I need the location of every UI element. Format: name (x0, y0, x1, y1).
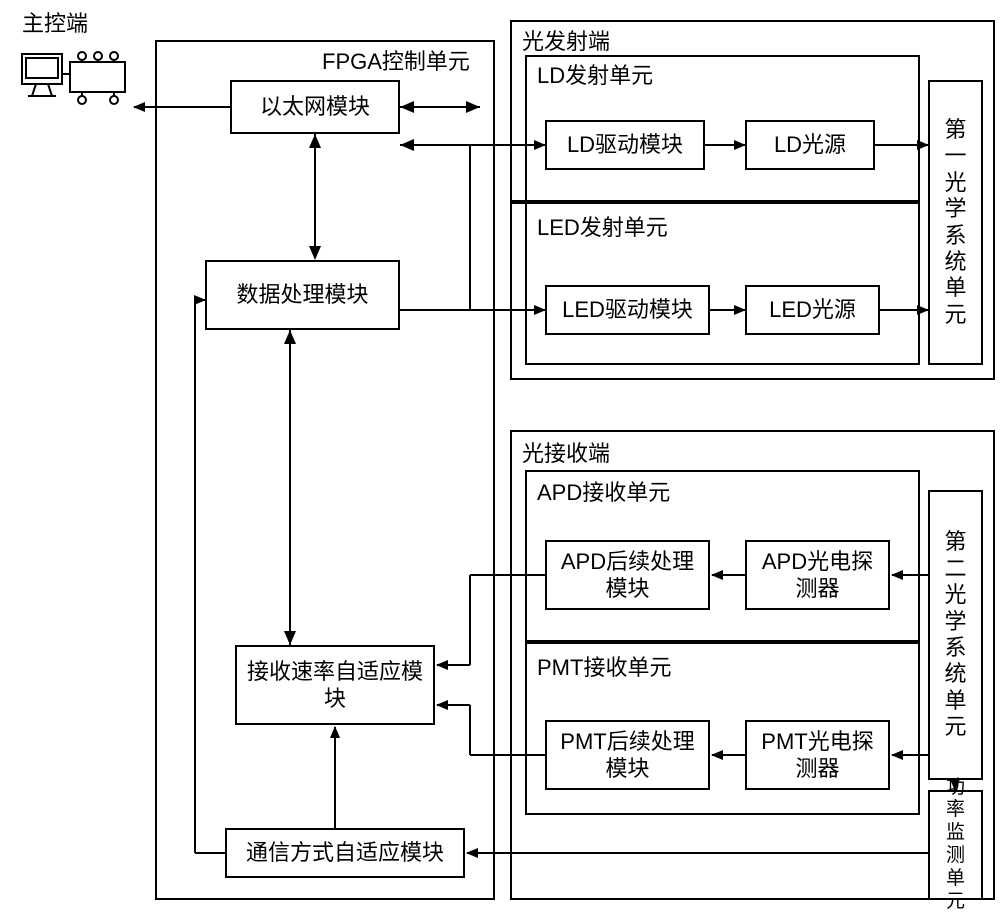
label-master: 主控端 (20, 6, 90, 38)
label-apd-unit: APD接收单元 (535, 475, 672, 507)
box-optics2: 第二光学系统单元 (928, 490, 983, 780)
label-tx: 光发射端 (520, 24, 612, 56)
label-rx: 光接收端 (520, 436, 612, 468)
box-rx-rate: 接收速率自适应模块 (235, 645, 435, 725)
box-optics1: 第一光学系统单元 (928, 80, 983, 365)
label-led-unit: LED发射单元 (535, 210, 670, 242)
box-comm-mode: 通信方式自适应模块 (225, 828, 465, 878)
box-ld-src: LD光源 (745, 120, 875, 170)
box-ethernet: 以太网模块 (230, 80, 400, 134)
box-led-drv: LED驱动模块 (545, 285, 710, 335)
box-pmt-proc: PMT后续处理模块 (545, 720, 710, 790)
label-fpga: FPGA控制单元 (320, 44, 472, 76)
sep-apd-pmt (525, 640, 920, 644)
sep-ld-led (510, 200, 920, 204)
computer-icon (16, 40, 131, 135)
box-pmt-det: PMT光电探测器 (745, 720, 890, 790)
box-led-src: LED光源 (745, 285, 880, 335)
box-apd-det: APD光电探测器 (745, 540, 890, 610)
box-apd-proc: APD后续处理模块 (545, 540, 710, 610)
box-power-mon: 功率监测单元 (928, 790, 983, 900)
box-dataproc: 数据处理模块 (205, 260, 400, 330)
region-fpga (155, 40, 495, 900)
label-pmt-unit: PMT接收单元 (535, 650, 673, 682)
box-ld-drv: LD驱动模块 (545, 120, 705, 170)
label-ld-unit: LD发射单元 (535, 58, 655, 90)
